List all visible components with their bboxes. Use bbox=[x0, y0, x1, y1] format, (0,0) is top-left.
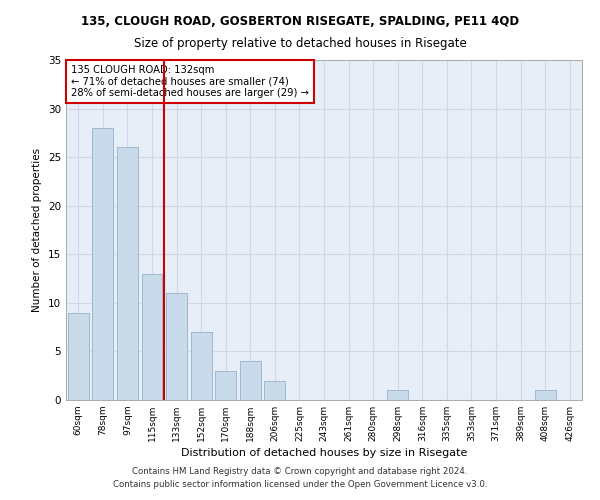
Bar bbox=[265, 380, 286, 400]
Bar bbox=[92, 128, 113, 400]
Y-axis label: Number of detached properties: Number of detached properties bbox=[32, 148, 43, 312]
Bar bbox=[142, 274, 163, 400]
Text: Contains HM Land Registry data © Crown copyright and database right 2024.: Contains HM Land Registry data © Crown c… bbox=[132, 467, 468, 476]
Text: 135, CLOUGH ROAD, GOSBERTON RISEGATE, SPALDING, PE11 4QD: 135, CLOUGH ROAD, GOSBERTON RISEGATE, SP… bbox=[81, 15, 519, 28]
Bar bbox=[240, 361, 261, 400]
Bar bbox=[191, 332, 212, 400]
X-axis label: Distribution of detached houses by size in Risegate: Distribution of detached houses by size … bbox=[181, 448, 467, 458]
Bar bbox=[68, 312, 89, 400]
Bar bbox=[166, 293, 187, 400]
Bar bbox=[535, 390, 556, 400]
Bar bbox=[387, 390, 408, 400]
Text: Size of property relative to detached houses in Risegate: Size of property relative to detached ho… bbox=[134, 38, 466, 51]
Text: Contains public sector information licensed under the Open Government Licence v3: Contains public sector information licen… bbox=[113, 480, 487, 489]
Bar bbox=[215, 371, 236, 400]
Bar bbox=[117, 148, 138, 400]
Text: 135 CLOUGH ROAD: 132sqm
← 71% of detached houses are smaller (74)
28% of semi-de: 135 CLOUGH ROAD: 132sqm ← 71% of detache… bbox=[71, 65, 309, 98]
